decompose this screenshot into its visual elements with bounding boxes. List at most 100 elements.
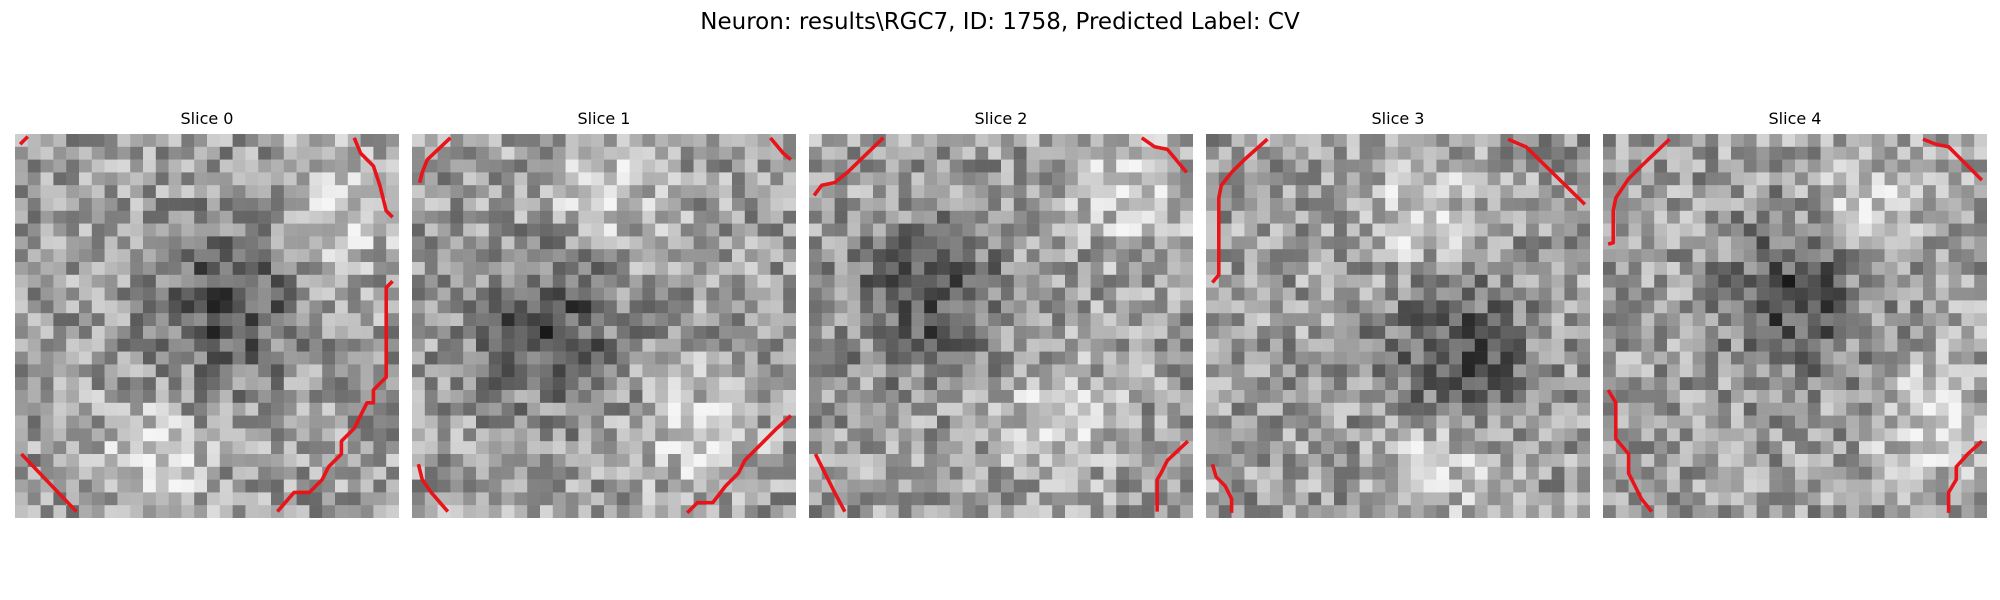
pixel <box>757 326 771 340</box>
pixel <box>1321 185 1335 199</box>
pixel <box>1718 351 1732 365</box>
pixel <box>1334 300 1348 314</box>
pixel <box>1846 262 1860 276</box>
pixel <box>232 479 246 493</box>
pixel <box>1052 377 1066 391</box>
pixel <box>1756 274 1770 288</box>
pixel <box>1385 146 1399 160</box>
pixel <box>143 274 157 288</box>
pixel <box>1654 159 1668 173</box>
pixel <box>757 210 771 224</box>
pixel <box>53 415 67 429</box>
pixel <box>424 505 438 518</box>
pixel <box>168 492 182 506</box>
pixel <box>1833 185 1847 199</box>
pixel <box>53 210 67 224</box>
pixel <box>1641 300 1655 314</box>
pixel <box>1244 159 1258 173</box>
pixel <box>1206 326 1220 340</box>
pixel <box>1603 159 1617 173</box>
pixel <box>143 479 157 493</box>
pixel <box>1679 249 1693 263</box>
pixel <box>450 300 464 314</box>
pixel <box>860 402 874 416</box>
pixel <box>1846 338 1860 352</box>
pixel <box>1731 454 1745 468</box>
pixel <box>885 479 899 493</box>
pixel <box>1679 377 1693 391</box>
pixel <box>1551 415 1565 429</box>
pixel <box>1180 390 1193 404</box>
pixel <box>668 415 682 429</box>
pixel <box>578 415 592 429</box>
pixel <box>1436 402 1450 416</box>
pixel <box>1129 415 1143 429</box>
pixel <box>1103 262 1117 276</box>
pixel <box>911 454 925 468</box>
pixel <box>668 236 682 250</box>
pixel <box>437 172 451 186</box>
pixel <box>1820 198 1834 212</box>
pixel <box>283 402 297 416</box>
pixel <box>1935 274 1949 288</box>
pixel <box>1474 415 1488 429</box>
pixel <box>1129 466 1143 480</box>
pixel <box>591 249 605 263</box>
pixel <box>514 326 528 340</box>
pixel <box>1884 134 1898 148</box>
pixel <box>1692 415 1706 429</box>
pixel <box>1935 313 1949 327</box>
pixel <box>79 454 93 468</box>
pixel <box>1090 159 1104 173</box>
pixel <box>143 377 157 391</box>
pixel <box>706 454 720 468</box>
pixel <box>207 159 221 173</box>
pixel <box>1167 326 1181 340</box>
pixel <box>1359 159 1373 173</box>
pixel <box>1282 172 1296 186</box>
pixel <box>258 338 272 352</box>
pixel <box>873 492 887 506</box>
pixel <box>1935 198 1949 212</box>
pixel <box>476 262 490 276</box>
pixel <box>642 390 656 404</box>
pixel <box>1961 185 1975 199</box>
pixel <box>911 300 925 314</box>
pixel <box>450 364 464 378</box>
pixel <box>1820 338 1834 352</box>
pixel <box>527 236 541 250</box>
pixel <box>1628 287 1642 301</box>
pixel <box>873 454 887 468</box>
slice-panel-2: Slice 2 <box>809 108 1193 518</box>
pixel <box>1807 185 1821 199</box>
pixel <box>117 505 131 518</box>
pixel <box>604 326 618 340</box>
pixel <box>668 351 682 365</box>
pixel <box>1462 505 1476 518</box>
pixel <box>66 377 80 391</box>
pixel <box>1436 262 1450 276</box>
pixel <box>1282 441 1296 455</box>
pixel <box>1718 249 1732 263</box>
pixel <box>962 198 976 212</box>
pixel <box>1077 415 1091 429</box>
pixel <box>476 338 490 352</box>
pixel <box>1807 351 1821 365</box>
pixel <box>783 479 796 493</box>
pixel <box>1282 134 1296 148</box>
pixel <box>860 364 874 378</box>
pixel <box>552 338 566 352</box>
pixel <box>1308 172 1322 186</box>
pixel <box>514 428 528 442</box>
pixel <box>1769 262 1783 276</box>
pixel <box>1206 249 1220 263</box>
pixel <box>207 415 221 429</box>
pixel <box>91 441 105 455</box>
pixel <box>1667 300 1681 314</box>
pixel <box>79 351 93 365</box>
pixel <box>565 454 579 468</box>
pixel <box>412 364 426 378</box>
pixel <box>1090 338 1104 352</box>
pixel <box>1769 402 1783 416</box>
pixel <box>962 287 976 301</box>
